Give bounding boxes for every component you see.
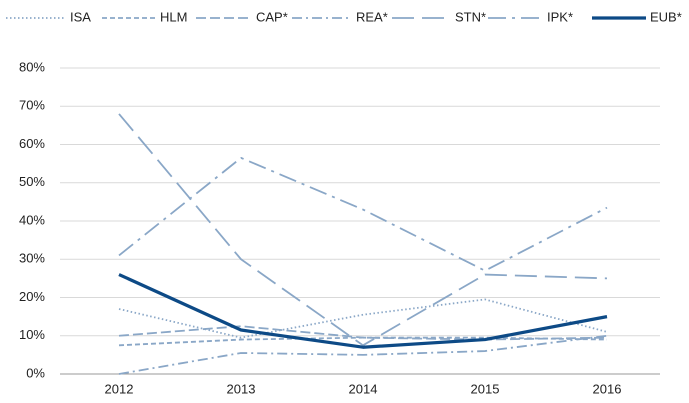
y-tick-label: 0%	[26, 365, 45, 380]
series-line	[118, 156, 608, 272]
y-tick-label: 80%	[19, 59, 45, 74]
series-line	[118, 325, 608, 341]
series-line	[118, 273, 608, 349]
x-tick-label: 2014	[349, 381, 378, 396]
legend-label: STN*	[455, 9, 486, 24]
x-tick-label: 2013	[227, 381, 256, 396]
legend-label: HLM	[160, 9, 187, 24]
legend-label: ISA	[70, 9, 91, 24]
legend-label: REA*	[356, 9, 388, 24]
x-tick-label: 2015	[471, 381, 500, 396]
x-tick-label: 2016	[593, 381, 622, 396]
x-tick-label: 2012	[105, 381, 134, 396]
y-tick-label: 70%	[19, 98, 45, 113]
y-tick-label: 50%	[19, 174, 45, 189]
series-line	[118, 334, 608, 375]
legend-label: IPK*	[547, 9, 573, 24]
legend-label: CAP*	[256, 9, 288, 24]
y-tick-label: 30%	[19, 251, 45, 266]
y-tick-label: 10%	[19, 327, 45, 342]
legend-label: EUB*	[650, 9, 682, 24]
series-line	[118, 113, 608, 347]
y-tick-label: 20%	[19, 289, 45, 304]
y-tick-label: 40%	[19, 212, 45, 227]
series-line	[118, 298, 608, 339]
y-tick-label: 60%	[19, 136, 45, 151]
